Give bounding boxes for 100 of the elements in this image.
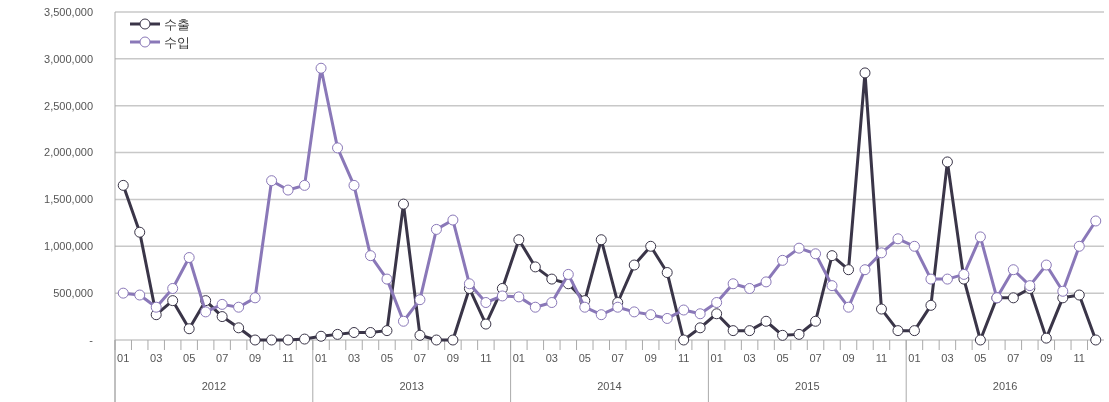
x-tick-label: 09 (644, 352, 657, 364)
x-tick-label: 05 (974, 352, 987, 364)
x-tick-label: 05 (776, 352, 789, 364)
point (529, 261, 541, 273)
point (925, 273, 937, 285)
point (777, 254, 789, 266)
point (167, 282, 179, 294)
x-tick-label: 01 (314, 352, 328, 364)
point (1073, 289, 1085, 301)
point (249, 292, 261, 304)
point (843, 301, 855, 313)
point (447, 214, 459, 226)
point (546, 297, 558, 309)
point (233, 301, 245, 313)
text: 2013 (399, 380, 424, 392)
point (397, 198, 409, 210)
point (744, 325, 756, 337)
x-tick-label: 05 (380, 352, 394, 364)
x-tick-label: 09 (1040, 352, 1053, 364)
x-tick-label: 09 (446, 352, 460, 364)
point (645, 240, 657, 252)
point (678, 304, 690, 316)
point (595, 234, 607, 246)
x-tick-label: 11 (1073, 352, 1085, 364)
point (760, 276, 772, 288)
x-tick-label: 09 (248, 352, 262, 364)
point (1040, 332, 1052, 344)
x-tick-label: 01 (710, 352, 723, 364)
point (282, 184, 294, 196)
point (941, 273, 953, 285)
point (744, 282, 756, 294)
point (463, 278, 475, 290)
point (117, 287, 129, 299)
x-tick-label: 09 (842, 352, 855, 364)
point (513, 291, 525, 303)
point (661, 312, 673, 324)
point (777, 329, 789, 341)
point (1057, 285, 1069, 297)
point (579, 301, 591, 313)
x-tick-label: 11 (282, 352, 294, 364)
point (810, 315, 822, 327)
x-tick-label: 01 (117, 352, 130, 364)
point (266, 175, 278, 187)
legend-label: 수입 (164, 34, 190, 50)
x-tick-label: 11 (480, 352, 492, 364)
point (414, 294, 426, 306)
point (447, 334, 459, 346)
point (348, 327, 360, 338)
point (480, 297, 492, 309)
point (875, 303, 887, 315)
x-tick-label: 01 (512, 352, 525, 364)
x-tick-label: 11 (875, 352, 888, 364)
point (332, 142, 344, 154)
point (645, 309, 657, 321)
y-tick-label: 2,000,000 (44, 146, 93, 159)
y-tick-label: 500,000 (53, 286, 93, 299)
point (793, 242, 805, 254)
point (480, 318, 492, 330)
x-tick-label: 03 (545, 352, 558, 364)
point (266, 334, 278, 346)
point (678, 334, 690, 346)
x-tick-label: 07 (809, 352, 822, 364)
point (694, 308, 706, 320)
point (496, 290, 508, 302)
point (381, 325, 393, 337)
x-tick-label: 01 (908, 352, 921, 364)
point (529, 301, 541, 313)
point (628, 259, 640, 271)
point (364, 250, 376, 262)
point (958, 268, 970, 280)
point (810, 248, 822, 260)
point (1090, 334, 1102, 346)
point (661, 267, 673, 279)
point (332, 328, 344, 340)
text: 2012 (201, 380, 227, 392)
x-tick-label: 07 (1007, 352, 1020, 364)
point (364, 327, 376, 338)
point (381, 273, 393, 285)
text: 2015 (795, 380, 820, 392)
point (711, 308, 723, 320)
legend-label: 수출 (164, 16, 190, 32)
point (117, 179, 129, 191)
point (348, 179, 360, 191)
point (892, 325, 904, 337)
point (694, 322, 706, 334)
point (430, 223, 442, 235)
point (908, 325, 920, 337)
text: 2014 (597, 380, 622, 392)
point (875, 247, 887, 259)
x-tick-label: 03 (150, 352, 163, 364)
point (826, 280, 838, 292)
point (727, 278, 739, 290)
y-tick-label: 2,500,000 (44, 99, 93, 112)
x-tick-label: 07 (413, 352, 427, 364)
point (216, 298, 228, 310)
point (612, 301, 624, 313)
point (134, 289, 146, 301)
point (183, 323, 195, 335)
point (299, 333, 311, 345)
point (282, 334, 294, 346)
